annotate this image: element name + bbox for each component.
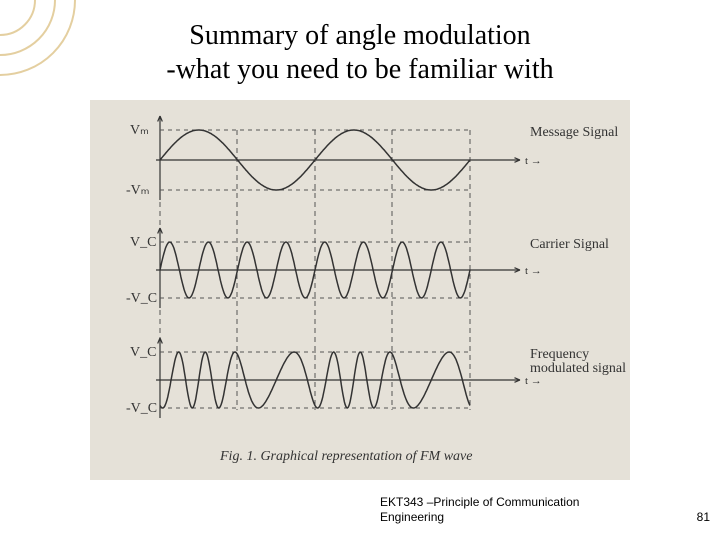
svg-text:Frequency: Frequency [530,347,589,362]
svg-text:t →: t → [525,375,542,387]
footer-course: EKT343 –Principle of Communication Engin… [380,495,579,526]
title-line-2: -what you need to be familiar with [0,54,720,86]
svg-text:Carrier Signal: Carrier Signal [530,237,609,252]
svg-text:-V_C: -V_C [126,401,157,416]
svg-text:t →: t → [525,265,542,277]
footer-line-1: EKT343 –Principle of Communication [380,495,579,509]
svg-text:-Vₘ: -Vₘ [126,183,150,198]
svg-text:Fig. 1. Graphical representati: Fig. 1. Graphical representation of FM w… [219,449,472,464]
svg-text:Message Signal: Message Signal [530,125,618,140]
page-number: 81 [697,510,710,524]
figure-fm-wave: Vₘ-Vₘt →Message SignalV_C-V_Ct →Carrier … [90,100,630,480]
svg-text:V_C: V_C [130,345,156,360]
title-line-1: Summary of angle modulation [0,20,720,52]
svg-text:V_C: V_C [130,235,156,250]
svg-text:t →: t → [525,155,542,167]
footer-line-2: Engineering [380,510,444,524]
svg-text:Vₘ: Vₘ [130,123,149,138]
svg-text:modulated signal: modulated signal [530,361,626,376]
svg-text:-V_C: -V_C [126,291,157,306]
slide-title: Summary of angle modulation -what you ne… [0,20,720,86]
